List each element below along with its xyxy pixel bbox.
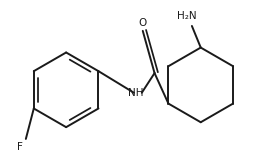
Text: O: O — [139, 18, 147, 28]
Text: NH: NH — [128, 88, 143, 98]
Text: H₂N: H₂N — [177, 11, 197, 21]
Text: F: F — [17, 142, 23, 152]
